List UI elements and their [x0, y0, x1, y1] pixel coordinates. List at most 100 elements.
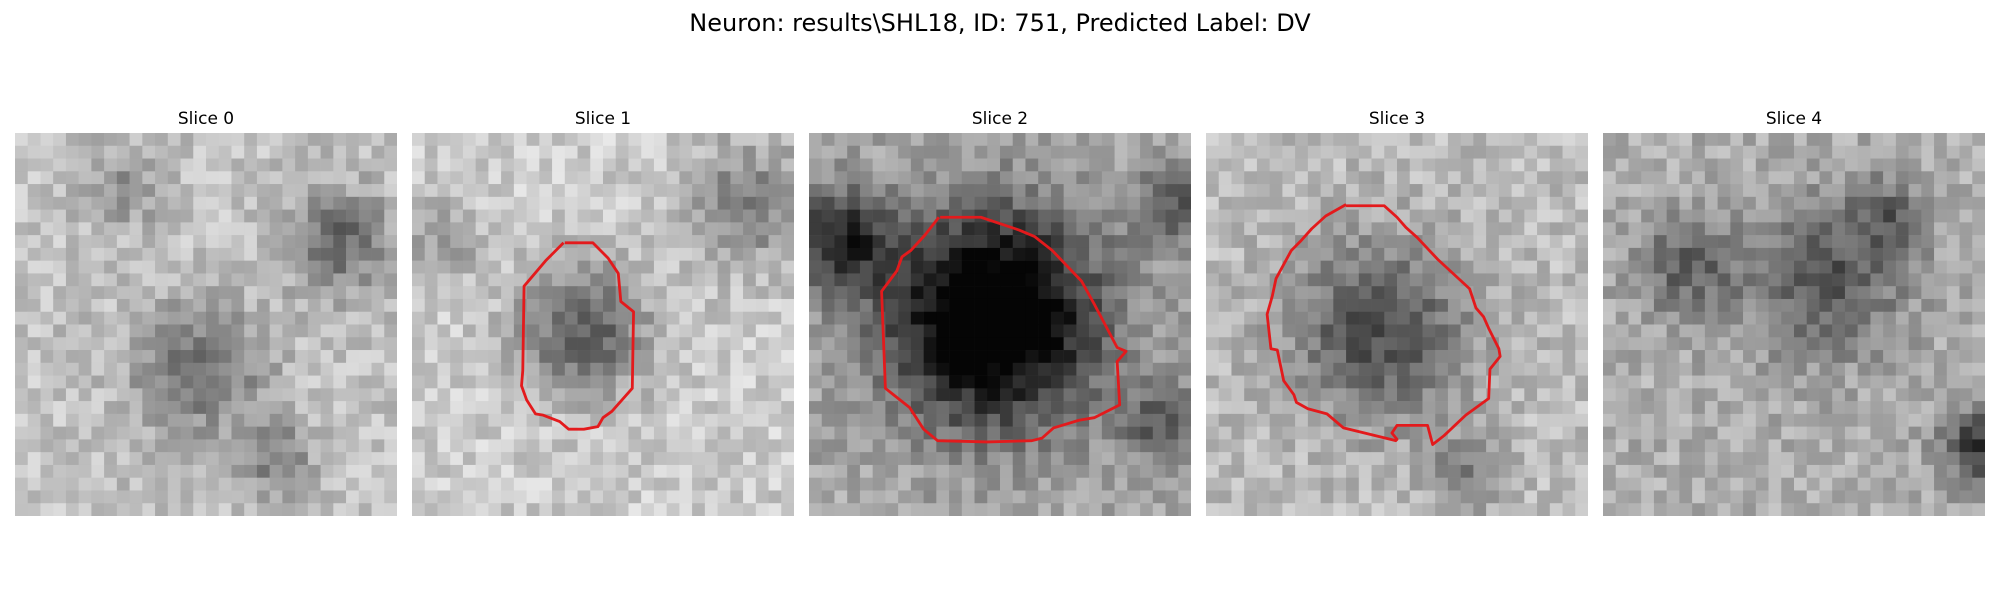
pixel — [462, 145, 476, 159]
pixel — [1114, 426, 1128, 440]
pixel — [231, 503, 245, 516]
pixel — [1768, 235, 1782, 249]
pixel — [1218, 196, 1232, 210]
pixel — [539, 350, 553, 364]
pixel — [847, 452, 861, 466]
pixel — [307, 439, 321, 453]
pixel — [450, 184, 464, 198]
pixel — [603, 337, 616, 351]
pixel — [1231, 490, 1245, 504]
pixel — [1575, 464, 1588, 478]
pixel — [653, 490, 667, 504]
pixel — [1307, 477, 1321, 491]
pixel — [1768, 286, 1782, 300]
pixel — [1320, 439, 1334, 453]
pixel — [1231, 311, 1245, 325]
pixel — [847, 145, 861, 159]
pixel — [1206, 503, 1219, 516]
pixel — [1717, 260, 1731, 274]
pixel — [859, 350, 873, 364]
pixel — [1537, 426, 1551, 440]
pixel — [1218, 171, 1232, 185]
pixel — [1844, 324, 1858, 338]
pixel — [590, 464, 604, 478]
pixel — [1908, 247, 1922, 261]
pixel — [104, 235, 118, 249]
pixel — [1218, 464, 1232, 478]
pixel — [1524, 413, 1538, 427]
pixel — [1615, 247, 1629, 261]
pixel — [1152, 209, 1166, 223]
pixel — [358, 350, 372, 364]
pixel — [1282, 439, 1296, 453]
pixel — [628, 464, 642, 478]
pixel — [1218, 158, 1232, 172]
pixel — [666, 464, 680, 478]
pixel — [269, 184, 283, 198]
pixel — [1511, 184, 1525, 198]
pixel — [1730, 184, 1744, 198]
pixel — [27, 477, 41, 491]
pixel — [1692, 184, 1706, 198]
pixel — [256, 452, 270, 466]
pixel — [65, 452, 79, 466]
pixel — [346, 133, 360, 147]
pixel — [1089, 439, 1103, 453]
pixel — [1063, 426, 1077, 440]
pixel — [949, 298, 963, 312]
pixel — [539, 439, 553, 453]
pixel — [1152, 464, 1166, 478]
pixel — [1524, 503, 1538, 516]
pixel — [704, 273, 718, 287]
pixel — [1346, 273, 1360, 287]
pixel — [1063, 209, 1077, 223]
pixel — [501, 362, 515, 376]
pixel — [1371, 388, 1385, 402]
pixel — [1511, 158, 1525, 172]
pixel — [1231, 184, 1245, 198]
pixel — [590, 260, 604, 274]
pixel — [949, 311, 963, 325]
pixel — [282, 464, 296, 478]
pixel — [65, 324, 79, 338]
pixel — [1435, 375, 1449, 389]
pixel — [679, 286, 693, 300]
pixel — [1447, 401, 1461, 415]
pixel — [65, 464, 79, 478]
pixel — [974, 133, 988, 147]
pixel — [1921, 362, 1935, 376]
pixel — [1844, 401, 1858, 415]
pixel — [1562, 401, 1576, 415]
pixel — [282, 273, 296, 287]
pixel — [1870, 311, 1884, 325]
pixel — [1244, 222, 1258, 236]
pixel — [1152, 145, 1166, 159]
pixel — [358, 324, 372, 338]
pixel — [1615, 426, 1629, 440]
pixel — [577, 247, 591, 261]
pixel — [1038, 222, 1052, 236]
pixel — [692, 273, 706, 287]
pixel — [1768, 247, 1782, 261]
pixel — [821, 145, 835, 159]
pixel — [590, 362, 604, 376]
pixel — [346, 145, 360, 159]
pixel — [1371, 375, 1385, 389]
pixel — [346, 260, 360, 274]
pixel — [15, 401, 28, 415]
pixel — [755, 362, 769, 376]
pixel — [1959, 273, 1973, 287]
pixel — [1768, 171, 1782, 185]
pixel — [526, 184, 540, 198]
pixel — [53, 362, 67, 376]
pixel — [1025, 158, 1039, 172]
pixel — [346, 401, 360, 415]
pixel — [1692, 235, 1706, 249]
pixel — [1140, 401, 1154, 415]
pixel — [590, 490, 604, 504]
pixel — [1206, 311, 1219, 325]
pixel — [1050, 222, 1064, 236]
pixel — [1844, 375, 1858, 389]
pixel — [424, 375, 438, 389]
pixel — [244, 158, 258, 172]
